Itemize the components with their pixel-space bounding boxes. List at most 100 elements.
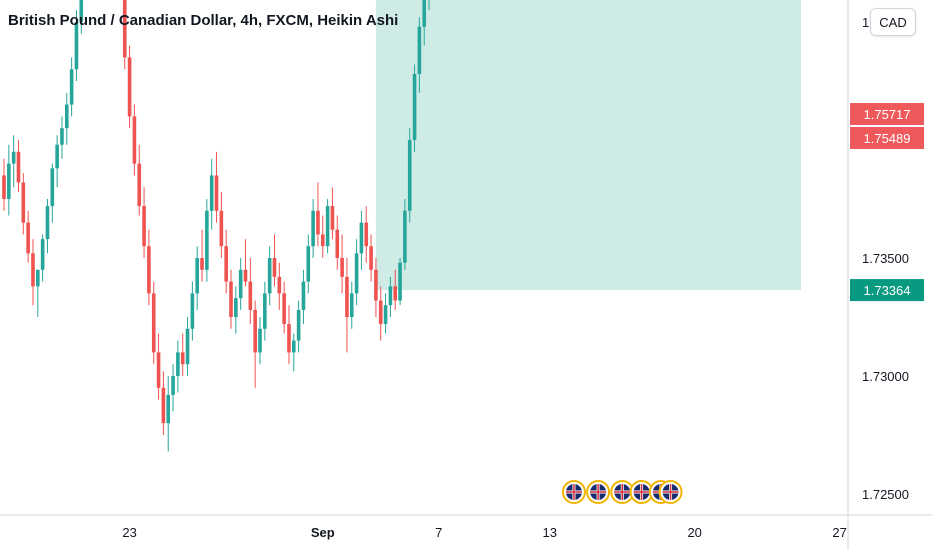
event-flag-icon: [629, 480, 654, 504]
candle: [55, 135, 59, 188]
candle: [296, 300, 301, 353]
candle: [354, 239, 359, 306]
candle-body: [330, 206, 335, 230]
candle: [132, 104, 137, 176]
candle-body: [200, 258, 204, 270]
candle: [31, 239, 35, 306]
candle-body: [21, 182, 26, 223]
candle-body: [185, 328, 190, 365]
candle: [277, 262, 282, 310]
event-flag-icon: [586, 480, 611, 504]
candle: [311, 199, 315, 258]
candle: [26, 210, 30, 263]
candle: [7, 144, 11, 216]
candle: [40, 234, 45, 282]
candle-body: [229, 281, 233, 317]
candle: [320, 215, 325, 258]
x-tick-label: 13: [543, 525, 557, 540]
candle-body: [388, 286, 393, 306]
candle: [151, 281, 156, 365]
candle-body: [79, 0, 84, 22]
event-flag-icon: [610, 480, 635, 504]
candle: [301, 269, 306, 325]
candle: [60, 116, 64, 159]
candle: [364, 206, 369, 263]
candle-body: [2, 175, 6, 199]
chart-title: British Pound / Canadian Dollar, 4h, FXC…: [8, 12, 399, 29]
candle: [325, 199, 330, 254]
candle-body: [398, 262, 402, 301]
candle-body: [325, 206, 330, 247]
candle: [253, 300, 257, 388]
candle-body: [64, 104, 69, 129]
candle: [21, 173, 26, 235]
candle-body: [248, 281, 253, 310]
candle-body: [166, 394, 171, 424]
x-tick-label: 20: [687, 525, 701, 540]
candle: [214, 151, 219, 223]
candle: [412, 64, 417, 152]
price-label: 1.75489: [850, 127, 924, 149]
candle-body: [374, 269, 378, 301]
x-tick-label: 27: [832, 525, 846, 540]
candle: [156, 333, 161, 400]
candle: [383, 293, 388, 334]
candle: [205, 199, 209, 282]
candle-body: [224, 246, 228, 282]
candle: [374, 258, 378, 317]
price-label-box: [850, 127, 924, 149]
candle-body: [296, 309, 301, 341]
price-label-text: 1.73364: [864, 283, 911, 298]
candle-body: [156, 352, 161, 388]
candle-body: [272, 258, 277, 277]
candle: [417, 17, 422, 93]
candle-body: [214, 175, 219, 211]
candle: [190, 281, 195, 341]
candle-body: [422, 0, 427, 27]
candle-body: [253, 309, 257, 353]
candle: [263, 281, 267, 341]
candle: [171, 364, 175, 412]
candle: [209, 158, 214, 230]
candle-body: [60, 128, 64, 145]
candle-body: [364, 222, 369, 247]
x-tick-label: 23: [122, 525, 136, 540]
candle: [122, 0, 127, 70]
candle: [272, 234, 277, 287]
candle: [219, 191, 224, 258]
candle-body: [311, 210, 315, 247]
price-label-text: 1.75489: [864, 131, 911, 146]
candle: [340, 234, 344, 294]
currency-button[interactable]: CAD: [870, 8, 916, 36]
candle: [180, 333, 185, 376]
candle-body: [219, 210, 224, 247]
candle-body: [412, 73, 417, 140]
candle-body: [176, 352, 180, 376]
candle-body: [74, 22, 79, 70]
candle: [292, 333, 296, 372]
candle: [45, 199, 50, 254]
candle: [147, 229, 151, 306]
candle: [359, 210, 364, 270]
candle: [393, 269, 398, 310]
candle: [185, 317, 190, 376]
price-label-box: [850, 279, 924, 302]
candle: [229, 269, 233, 329]
candle-body: [195, 258, 199, 294]
candle: [258, 317, 262, 365]
candle-body: [171, 376, 175, 395]
candle: [238, 258, 243, 310]
candle-body: [40, 239, 45, 270]
candle: [200, 229, 204, 282]
candle: [267, 246, 272, 306]
candle: [11, 135, 16, 188]
candle: [176, 340, 180, 393]
candle: [137, 144, 142, 216]
candle-body: [142, 206, 146, 247]
candle-body: [11, 151, 16, 164]
candle: [403, 199, 407, 270]
candle-body: [69, 69, 74, 105]
price-label: 1.75717: [850, 103, 924, 125]
event-flag-icon: [561, 480, 586, 504]
